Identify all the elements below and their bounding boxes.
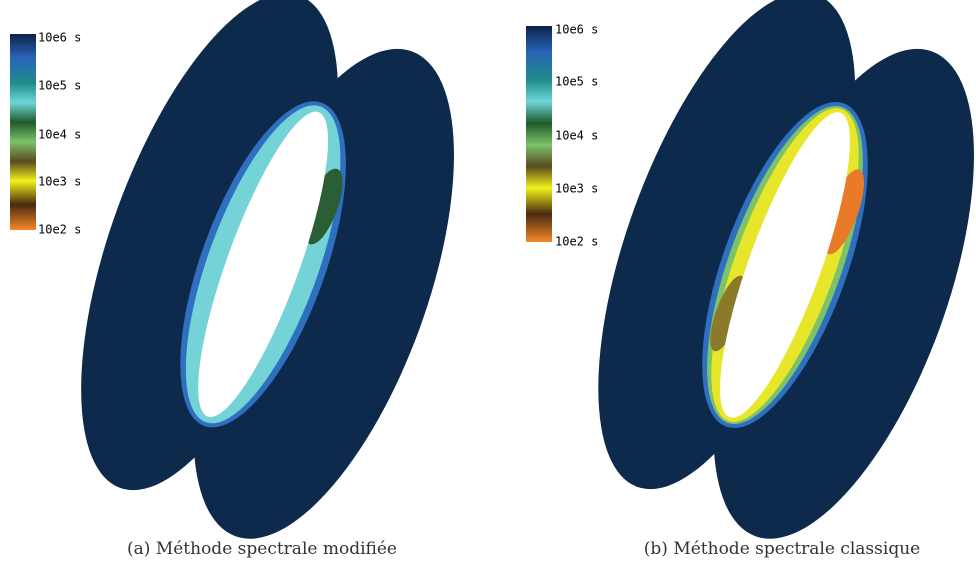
caption-label: (b) bbox=[644, 539, 668, 559]
caption-text: Méthode spectrale modifiée bbox=[156, 539, 397, 559]
simulation-image bbox=[81, 0, 454, 539]
caption-text: Méthode spectrale classique bbox=[673, 539, 920, 559]
colorbar bbox=[10, 34, 36, 230]
caption: (b) Méthode spectrale classique bbox=[644, 539, 920, 559]
colorbar-label: 10e2 s bbox=[38, 223, 81, 237]
colorbar-label: 10e3 s bbox=[555, 182, 598, 196]
caption: (a) Méthode spectrale modifiée bbox=[127, 539, 397, 559]
panel-b: 10e6 s 10e5 s 10e4 s 10e3 s 10e2 s (b) M… bbox=[526, 0, 974, 559]
colorbar-label: 10e2 s bbox=[555, 235, 598, 249]
colorbar-label: 10e5 s bbox=[38, 79, 81, 93]
colorbar-label: 10e6 s bbox=[555, 23, 598, 37]
simulation-image bbox=[598, 0, 974, 539]
colorbar-label: 10e4 s bbox=[555, 129, 598, 143]
colorbar-label: 10e6 s bbox=[38, 31, 81, 45]
colorbar-label: 10e4 s bbox=[38, 128, 81, 142]
caption-label: (a) bbox=[127, 539, 150, 559]
colorbar bbox=[526, 26, 552, 242]
colorbar-label: 10e5 s bbox=[555, 75, 598, 89]
panel-a: 10e6 s 10e5 s 10e4 s 10e3 s 10e2 s (a) M… bbox=[10, 0, 454, 559]
colorbar-label: 10e3 s bbox=[38, 175, 81, 189]
